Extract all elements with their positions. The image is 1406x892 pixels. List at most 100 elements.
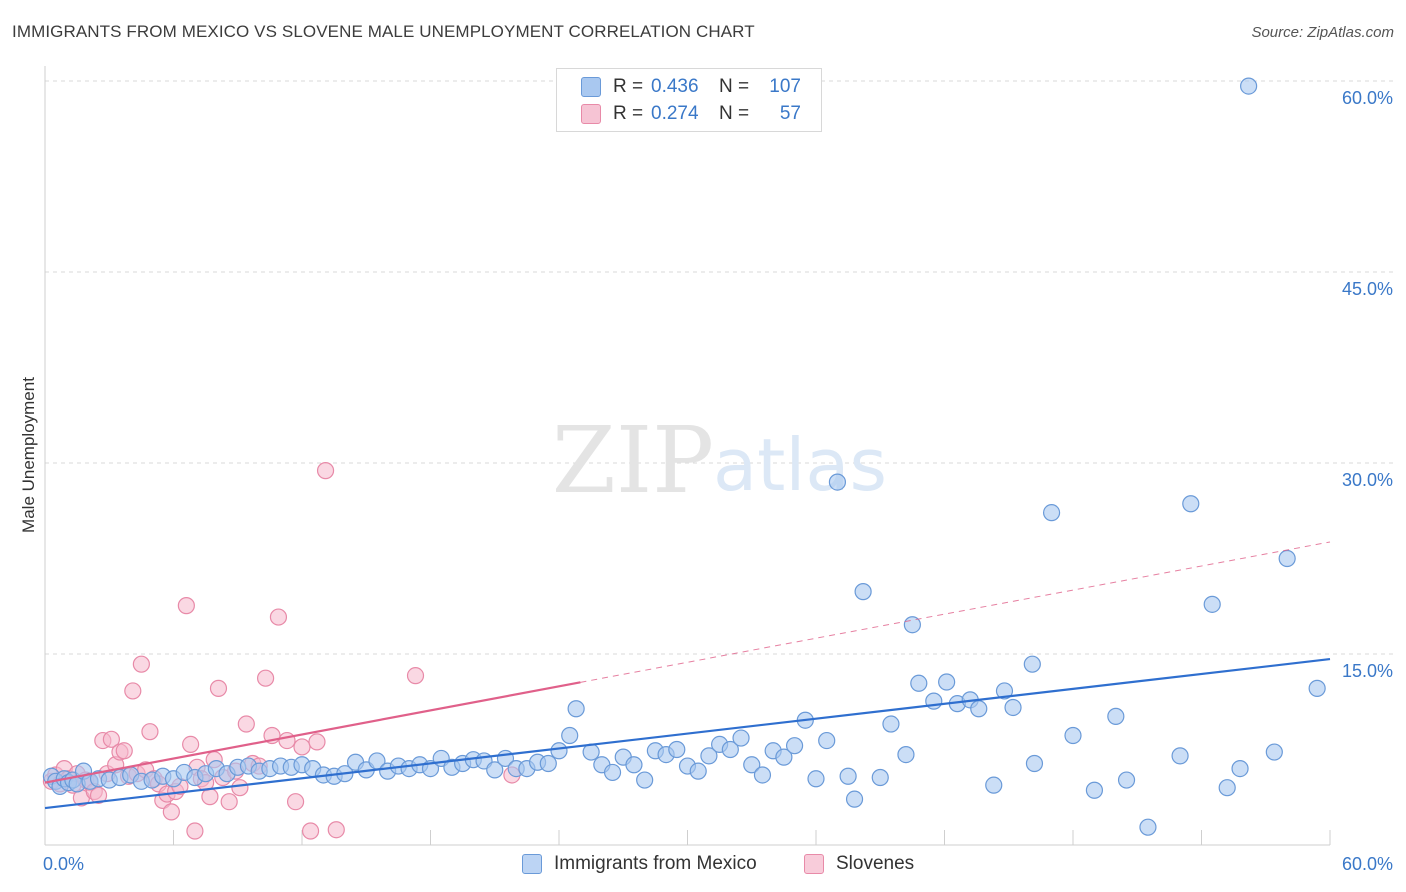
data-point-slovenes bbox=[182, 735, 200, 754]
source-label: Source: ZipAtlas.com bbox=[1251, 24, 1394, 41]
x-tick-label: 60.0% bbox=[1342, 854, 1393, 874]
data-point-slovenes bbox=[237, 715, 255, 733]
data-point-mexico bbox=[561, 726, 579, 745]
data-point-mexico bbox=[1042, 504, 1061, 522]
data-point-mexico bbox=[938, 673, 956, 691]
trend-lines bbox=[44, 541, 1331, 810]
data-point-mexico bbox=[603, 763, 622, 782]
bottom-legend-label: Immigrants from Mexico bbox=[554, 853, 757, 874]
data-point-mexico bbox=[1139, 818, 1157, 836]
data-point-slovenes bbox=[406, 667, 425, 685]
bottom-legend-swatch-blue bbox=[522, 854, 542, 874]
data-point-slovenes bbox=[201, 788, 219, 806]
data-point-mexico bbox=[1117, 771, 1136, 789]
legend-swatch-pink bbox=[581, 104, 601, 124]
data-point-mexico bbox=[970, 700, 988, 718]
data-point-slovenes bbox=[102, 730, 120, 748]
trend-line-slovenes bbox=[44, 681, 581, 784]
legend-n-value: 57 bbox=[779, 103, 801, 124]
data-point-mexico bbox=[668, 740, 686, 759]
data-point-mexico bbox=[550, 742, 568, 760]
data-point-slovenes bbox=[141, 723, 159, 741]
data-point-mexico bbox=[721, 740, 739, 759]
legend-r-value: 0.274 bbox=[651, 103, 699, 124]
data-point-slovenes bbox=[293, 738, 311, 756]
data-point-mexico bbox=[753, 766, 772, 784]
tick-labels: 15.0% 30.0% 45.0% 60.0% 0.0% 60.0% bbox=[43, 88, 1393, 874]
x-tick-label: 0.0% bbox=[43, 854, 84, 874]
data-point-slovenes bbox=[220, 793, 238, 811]
bottom-legend-mexico: Immigrants from Mexico bbox=[522, 852, 757, 876]
legend-row-mexico: R = 0.436 N = 107 bbox=[581, 75, 801, 99]
bottom-legend-label: Slovenes bbox=[836, 853, 915, 874]
y-axis-label: Male Unemployment bbox=[19, 377, 38, 533]
data-point-mexico bbox=[1203, 595, 1221, 613]
data-point-mexico bbox=[897, 745, 915, 764]
data-point-mexico bbox=[871, 768, 889, 787]
legend-n-label: N = bbox=[719, 103, 750, 124]
data-point-slovenes bbox=[301, 822, 320, 840]
data-point-mexico bbox=[743, 756, 761, 774]
data-point-mexico bbox=[845, 790, 864, 808]
data-point-slovenes bbox=[209, 679, 228, 697]
data-point-mexico bbox=[775, 748, 793, 766]
y-tick-label: 60.0% bbox=[1342, 88, 1393, 108]
data-point-mexico bbox=[1023, 655, 1041, 673]
data-point-mexico bbox=[910, 674, 928, 692]
data-point-mexico bbox=[700, 747, 718, 765]
data-point-slovenes bbox=[186, 822, 204, 840]
data-point-mexico bbox=[839, 767, 857, 785]
data-point-slovenes bbox=[231, 779, 249, 797]
legend-swatch-blue bbox=[581, 77, 601, 97]
data-point-mexico bbox=[818, 731, 836, 750]
watermark-atlas: atlas bbox=[713, 423, 887, 507]
data-point-slovenes bbox=[316, 462, 335, 480]
legend-r-value: 0.436 bbox=[651, 76, 699, 97]
data-point-mexico bbox=[636, 771, 654, 789]
data-point-mexico bbox=[567, 700, 585, 718]
data-point-mexico bbox=[1240, 77, 1258, 95]
data-point-slovenes bbox=[115, 742, 133, 760]
data-point-mexico bbox=[1218, 779, 1236, 797]
data-point-mexico bbox=[1107, 707, 1125, 725]
y-tick-label: 15.0% bbox=[1342, 661, 1393, 681]
trend-line-slovenes-extrapolated bbox=[580, 541, 1331, 683]
data-point-mexico bbox=[486, 761, 504, 779]
data-point-mexico bbox=[785, 737, 804, 755]
data-point-mexico bbox=[882, 715, 900, 733]
data-point-mexico bbox=[1231, 759, 1249, 778]
correlation-legend: R = 0.436 N = 107 R = 0.274 N = 57 bbox=[556, 68, 822, 132]
data-point-slovenes bbox=[278, 731, 296, 750]
chart-title: IMMIGRANTS FROM MEXICO VS SLOVENE MALE U… bbox=[12, 22, 755, 41]
axes bbox=[44, 66, 1331, 846]
legend-n-value: 107 bbox=[769, 76, 801, 97]
data-point-slovenes bbox=[132, 655, 150, 673]
data-point-slovenes bbox=[269, 608, 288, 626]
data-point-slovenes bbox=[162, 803, 180, 821]
data-point-slovenes bbox=[308, 733, 326, 751]
bottom-legend-swatch-pink bbox=[804, 854, 824, 874]
data-point-mexico bbox=[985, 776, 1003, 794]
data-point-slovenes bbox=[327, 821, 345, 839]
grid-lines bbox=[45, 80, 1395, 655]
trend-line-mexico bbox=[44, 658, 1331, 810]
data-point-mexico bbox=[1004, 698, 1022, 717]
data-point-mexico bbox=[1278, 549, 1296, 568]
legend-r-label: R = bbox=[613, 103, 644, 124]
bottom-legend-slovenes: Slovenes bbox=[804, 852, 914, 876]
data-point-mexico bbox=[1025, 754, 1044, 773]
data-point-mexico bbox=[539, 754, 557, 773]
data-point-mexico bbox=[995, 682, 1014, 700]
data-point-mexico bbox=[854, 583, 872, 601]
watermark-zip: ZIP bbox=[552, 407, 714, 514]
data-point-mexico bbox=[1265, 743, 1283, 761]
data-point-mexico bbox=[625, 756, 643, 774]
data-point-mexico bbox=[1182, 495, 1200, 513]
data-point-mexico bbox=[807, 770, 825, 788]
y-tick-label: 45.0% bbox=[1342, 279, 1393, 299]
y-tick-label: 30.0% bbox=[1342, 470, 1393, 490]
data-point-mexico bbox=[689, 762, 707, 780]
data-point-mexico bbox=[828, 473, 847, 491]
legend-row-slovenes: R = 0.274 N = 57 bbox=[581, 102, 801, 126]
